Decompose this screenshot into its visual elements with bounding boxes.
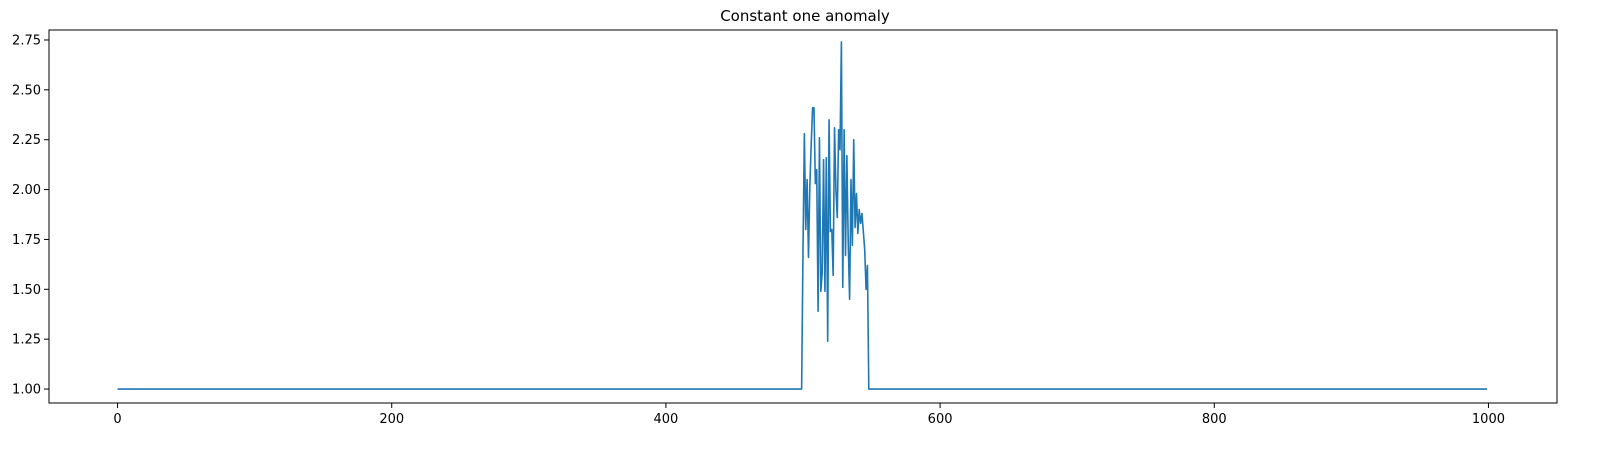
axes-frame bbox=[48, 29, 1558, 404]
y-tick-label: 1.50 bbox=[12, 283, 41, 298]
plot-area: 0 200 400 600 800 1000 1.00 1.25 1.50 1.75 2.00 2.2… bbox=[12, 29, 1558, 427]
y-tick-label: 2.50 bbox=[12, 83, 41, 98]
x-tick-label: 200 bbox=[379, 412, 404, 427]
series-line bbox=[117, 41, 1488, 390]
x-tick-label: 800 bbox=[1202, 412, 1227, 427]
x-tick-label: 1000 bbox=[1472, 412, 1505, 427]
y-tick-label: 2.25 bbox=[12, 133, 41, 148]
x-tick-label: 400 bbox=[653, 412, 678, 427]
y-tick-label: 1.75 bbox=[12, 233, 41, 248]
chart-title: Constant one anomaly bbox=[720, 7, 890, 25]
y-tick-label: 1.00 bbox=[12, 383, 41, 398]
y-tick-label: 1.25 bbox=[12, 333, 41, 348]
x-tick-label: 600 bbox=[928, 412, 953, 427]
x-tick-label: 0 bbox=[113, 412, 121, 427]
y-tick-label: 2.75 bbox=[12, 33, 41, 48]
y-tick-label: 2.00 bbox=[12, 183, 41, 198]
